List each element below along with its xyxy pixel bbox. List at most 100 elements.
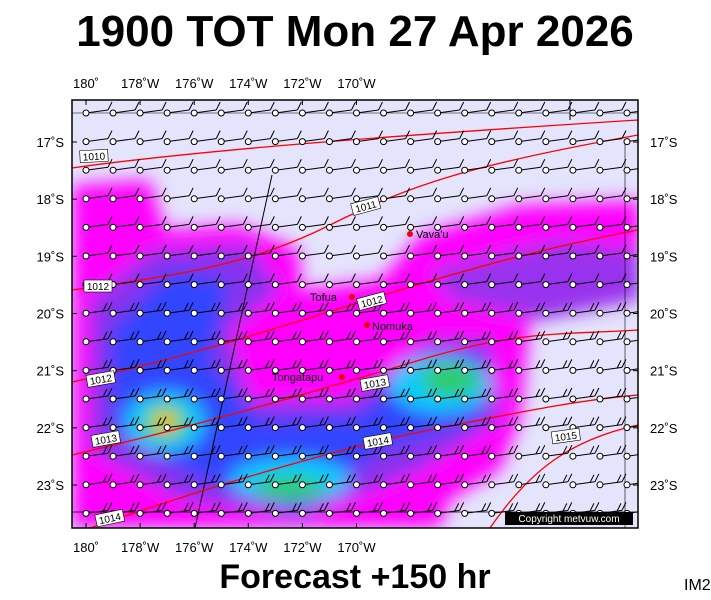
barb-staff — [437, 252, 460, 257]
barb-staff — [112, 281, 136, 286]
barb-flag — [210, 417, 216, 426]
barb-staff — [491, 109, 514, 114]
barb-station — [136, 481, 144, 489]
barb-flag — [594, 158, 600, 168]
barb-staff — [545, 309, 568, 314]
barb-flag — [215, 187, 221, 197]
barb-flag — [129, 474, 135, 484]
barb-flag — [432, 158, 438, 168]
barb-flag — [134, 301, 140, 311]
barb-flag — [156, 331, 162, 341]
barb-flag — [589, 445, 595, 455]
barb — [542, 473, 573, 489]
barb-staff — [410, 252, 433, 257]
lat-label: 23˚S — [650, 478, 678, 493]
barb-flag — [486, 273, 492, 282]
barb-flag — [594, 216, 600, 225]
barb-flag — [215, 444, 221, 454]
barb-station — [325, 281, 333, 289]
barb-station — [271, 109, 279, 117]
barb — [434, 158, 465, 174]
barb-staff — [194, 424, 217, 429]
barb — [488, 416, 519, 432]
barb-flag — [508, 388, 514, 398]
barb-flag — [134, 216, 140, 225]
barb-station — [298, 338, 306, 346]
barb-station — [325, 338, 333, 346]
barb — [353, 359, 383, 374]
barb — [461, 216, 492, 231]
barb — [461, 444, 492, 460]
barb-station — [569, 252, 577, 260]
barb — [353, 187, 383, 203]
barb-station — [407, 281, 415, 289]
barb — [380, 187, 410, 203]
barb-station — [434, 338, 442, 346]
barb-station — [325, 366, 333, 374]
barb-flag — [242, 359, 248, 368]
barb-station — [163, 395, 171, 403]
barb-station — [623, 366, 631, 374]
barb — [271, 387, 302, 403]
barb — [488, 330, 519, 346]
barb — [488, 387, 519, 403]
barb-staff — [302, 424, 325, 429]
barb-station — [515, 138, 523, 146]
barb-station — [271, 452, 279, 460]
barb-station — [244, 309, 252, 317]
lon-label: 172˚W — [283, 540, 322, 555]
barb-station — [109, 424, 117, 432]
barb — [515, 244, 546, 260]
barb — [244, 301, 275, 317]
barb-station — [515, 281, 523, 289]
barb-flag — [567, 216, 573, 225]
barb-staff — [140, 281, 163, 286]
barb — [163, 301, 194, 317]
isobar-value: 1013 — [363, 377, 387, 392]
barb — [488, 101, 519, 117]
barb-flag — [161, 330, 167, 340]
barb — [488, 130, 519, 146]
barb-staff — [194, 166, 217, 171]
barb-station — [623, 138, 631, 146]
barb-flag — [405, 444, 410, 454]
barb-station — [82, 223, 90, 231]
barb-station — [623, 195, 631, 203]
barb-station — [136, 195, 144, 203]
barb-flag — [264, 331, 270, 341]
barb-flag — [210, 474, 216, 484]
barb-flag — [508, 417, 514, 426]
barb — [325, 416, 356, 432]
barb-flag — [161, 359, 167, 368]
barb-flag — [459, 158, 465, 168]
barb-staff — [491, 223, 514, 228]
barb-flag — [459, 359, 465, 368]
barb — [542, 416, 573, 432]
barb-station — [542, 452, 550, 460]
barb-station — [542, 424, 550, 432]
barb-flag — [188, 387, 194, 397]
barb — [271, 244, 302, 260]
barb-flag — [589, 331, 595, 341]
barb-flag — [210, 388, 216, 398]
barb-flag — [237, 360, 243, 369]
barb — [407, 444, 438, 460]
barb-station — [380, 138, 388, 146]
barb-staff — [437, 424, 460, 429]
barb — [461, 416, 492, 432]
barb-flag — [161, 273, 167, 282]
barb — [380, 387, 410, 403]
barb-flag — [291, 474, 297, 484]
barb-staff — [112, 252, 136, 257]
lat-label: 22˚S — [650, 421, 678, 436]
barb — [82, 101, 113, 117]
barb-station — [271, 281, 279, 289]
barb — [353, 158, 383, 174]
barb — [515, 187, 546, 203]
barb-staff — [248, 395, 271, 400]
barb-station — [623, 166, 631, 174]
barb-staff — [167, 195, 190, 200]
barb-flag — [318, 445, 324, 455]
barb-flag — [540, 502, 546, 511]
barb-flag — [237, 417, 243, 426]
